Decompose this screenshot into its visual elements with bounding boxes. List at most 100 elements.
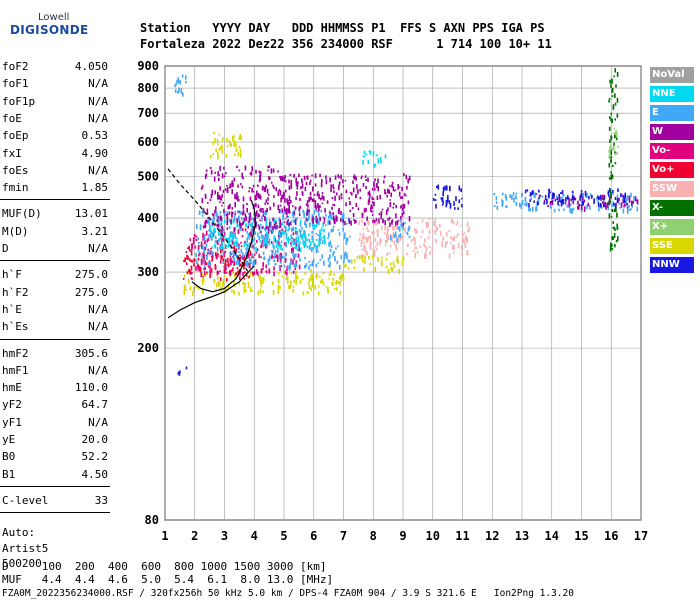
echo-point xyxy=(218,177,220,181)
echo-point xyxy=(288,210,291,214)
echo-point xyxy=(259,274,261,280)
echo-point xyxy=(348,221,351,224)
echo-point xyxy=(262,214,264,217)
echo-point xyxy=(588,196,590,200)
echo-point xyxy=(616,198,619,203)
echo-point xyxy=(305,181,308,186)
echo-point xyxy=(272,256,275,258)
echo-point xyxy=(569,203,572,207)
echo-point xyxy=(414,246,416,250)
echo-point xyxy=(374,163,377,166)
echo-point xyxy=(286,211,288,215)
param-row: h`Es N/A xyxy=(2,320,108,333)
echo-point xyxy=(521,200,524,205)
echo-point xyxy=(453,201,455,206)
echo-point xyxy=(335,215,337,221)
echo-point xyxy=(254,242,256,245)
echo-point xyxy=(626,208,629,214)
echo-point xyxy=(202,232,204,236)
echo-point xyxy=(334,256,336,260)
echo-point xyxy=(267,226,270,231)
echo-point xyxy=(613,145,615,151)
echo-point xyxy=(561,196,563,200)
echo-point xyxy=(562,193,565,197)
echo-point xyxy=(279,231,281,234)
echo-point xyxy=(240,264,242,267)
echo-point xyxy=(537,203,539,206)
echo-point xyxy=(400,204,403,208)
echo-point xyxy=(235,260,238,265)
echo-point xyxy=(317,262,320,264)
echo-point xyxy=(564,202,567,205)
echo-point xyxy=(214,138,216,144)
echo-point xyxy=(322,222,324,227)
echo-point xyxy=(610,136,613,139)
echo-point xyxy=(568,197,570,203)
echo-point xyxy=(617,188,619,192)
echo-point xyxy=(265,218,267,221)
echo-point xyxy=(382,219,384,223)
echo-point xyxy=(204,193,207,197)
x-tick-label: 11 xyxy=(455,529,469,543)
echo-point xyxy=(333,225,335,228)
echo-point xyxy=(605,206,607,210)
echo-point xyxy=(388,216,391,220)
parameter-panel: foF2 4.050 foF1 N/A foF1p N/A foE N/A foEp 0.53 fx… xyxy=(0,0,112,570)
echo-point xyxy=(224,263,226,269)
echo-point xyxy=(308,283,311,290)
echo-point xyxy=(524,203,526,206)
echo-point xyxy=(202,225,205,229)
echo-point xyxy=(327,237,329,240)
echo-point xyxy=(209,224,211,229)
echo-point xyxy=(286,202,289,205)
echo-point xyxy=(373,219,376,224)
echo-point xyxy=(237,245,239,249)
echo-point xyxy=(366,237,369,243)
echo-point xyxy=(209,276,211,279)
echo-point xyxy=(406,231,408,235)
echo-point xyxy=(441,204,444,206)
echo-point xyxy=(270,225,272,229)
echo-point xyxy=(359,188,361,192)
param-row: D N/A xyxy=(2,242,108,255)
echo-point xyxy=(255,193,258,198)
echo-point xyxy=(551,201,553,204)
echo-point xyxy=(234,193,236,199)
echo-point xyxy=(317,234,319,237)
echo-point xyxy=(267,258,270,263)
echo-point xyxy=(330,244,333,249)
echo-point xyxy=(212,232,215,237)
echo-point xyxy=(568,202,570,208)
echo-point xyxy=(401,260,404,266)
echo-point xyxy=(328,215,330,219)
echo-point xyxy=(320,227,323,232)
echo-point xyxy=(533,200,535,203)
echo-point xyxy=(238,169,241,172)
echo-point xyxy=(396,237,398,243)
echo-point xyxy=(209,233,212,238)
echo-point xyxy=(315,210,318,212)
echo-point xyxy=(547,192,550,198)
echo-point xyxy=(449,203,452,205)
echo-point xyxy=(221,149,224,154)
echo-point xyxy=(219,215,221,221)
echo-point xyxy=(253,212,255,217)
echo-point xyxy=(233,241,235,247)
echo-point xyxy=(448,253,451,259)
echo-point xyxy=(364,247,366,252)
echo-point xyxy=(573,196,576,201)
echo-point xyxy=(267,193,270,196)
footer-d-line: D 100 200 400 600 800 1000 1500 3000 [km… xyxy=(2,560,327,573)
echo-point xyxy=(412,249,415,252)
echo-cluster-sse xyxy=(344,254,405,275)
echo-point xyxy=(593,198,595,204)
echo-point xyxy=(205,243,208,248)
echo-point xyxy=(232,246,234,249)
echo-point xyxy=(272,226,274,231)
echo-point xyxy=(265,264,268,269)
echo-point xyxy=(220,146,222,150)
legend-item-ssw: SSW xyxy=(650,181,694,197)
echo-point xyxy=(241,172,243,178)
echo-point xyxy=(407,178,409,184)
curve-profile xyxy=(167,265,255,319)
